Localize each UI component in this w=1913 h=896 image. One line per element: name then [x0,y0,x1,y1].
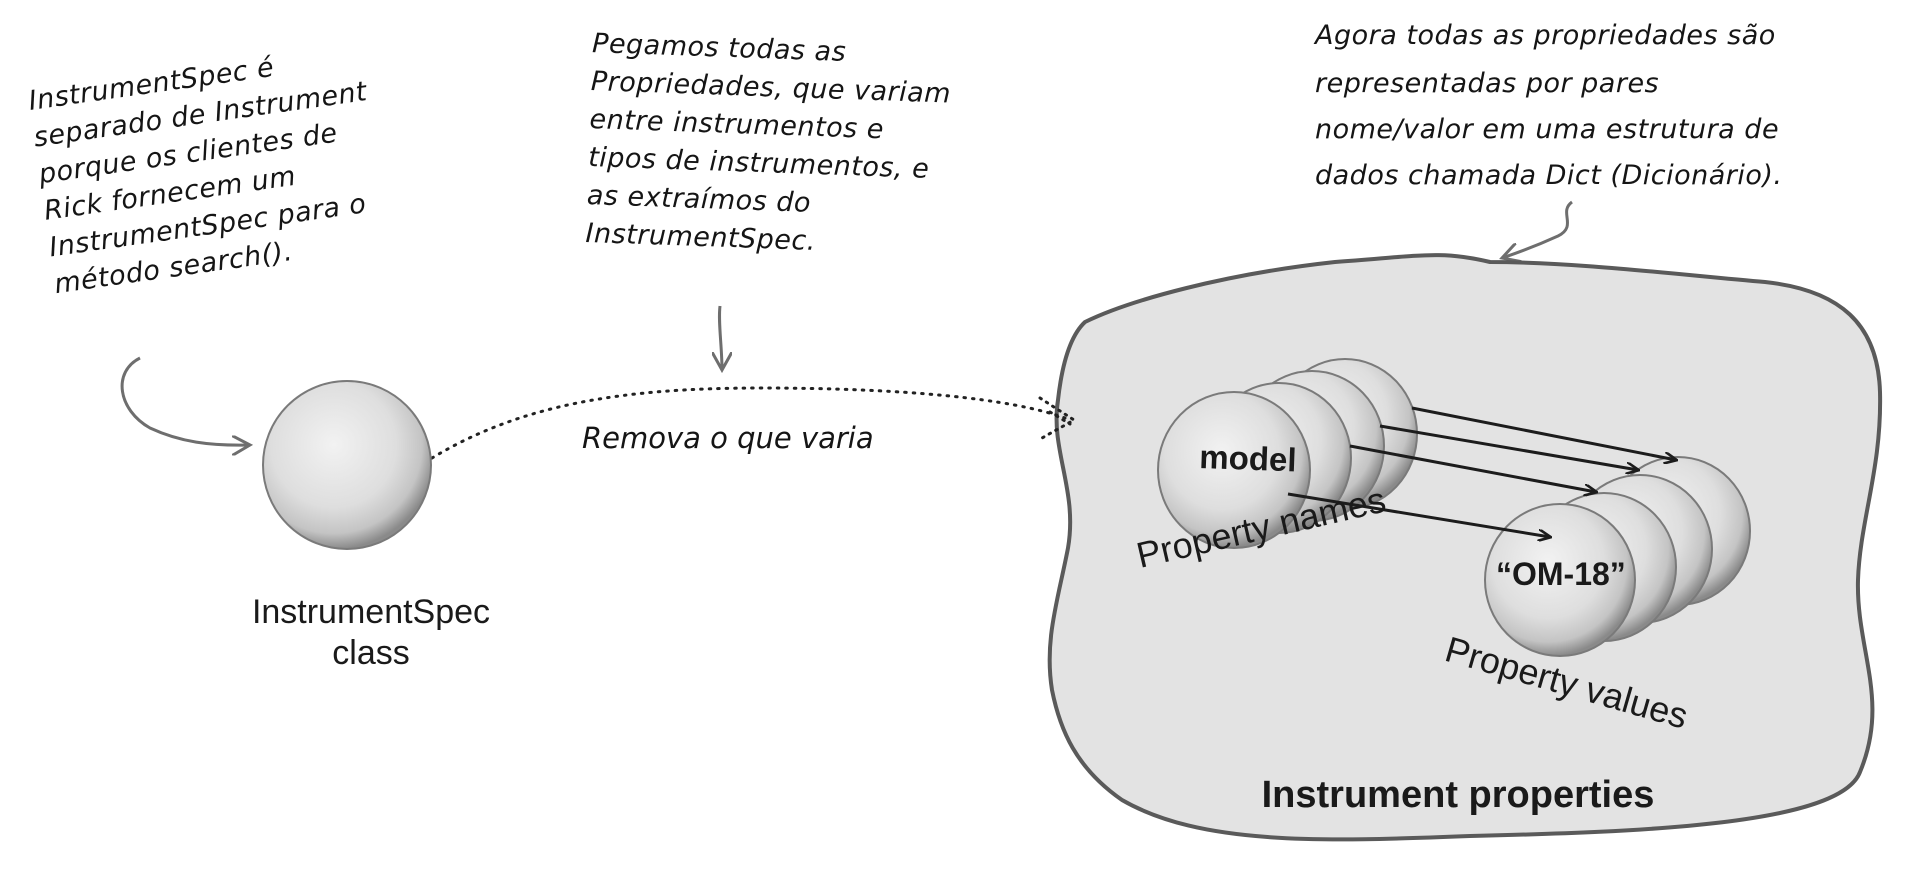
pointer-arrow-left [120,356,250,445]
note-left: InstrumentSpec é separado de Instrument … [27,52,370,300]
note-middle-line-1: Pegamos todas as [592,28,847,68]
pointer-arrow-middle [719,305,722,370]
property-value-sphere-1 [1484,503,1636,657]
name-value-mapping-arrows [1287,406,1676,537]
flow-dotted-arrowhead [1038,396,1077,440]
flow-label: Remova o que varia [582,421,874,455]
mapping-arrow-1 [1411,406,1676,460]
note-right: Agora todas as propriedades são represen… [1313,20,1783,191]
blob-title: Instrument properties [1262,774,1655,816]
pointer-arrow-right [1502,200,1574,258]
note-middle-line-2: Propriedades, que variam [590,66,951,110]
note-middle: Pegamos todas as Propriedades, que varia… [585,28,952,257]
property-value-om18: “OM-18” [1496,556,1626,592]
mapping-arrow-4 [1287,492,1550,537]
property-name-model: model [1199,438,1297,478]
note-middle-line-4: tipos de instrumentos, e [588,142,930,185]
note-right-line-4: dados chamada Dict (Dicionário). [1315,160,1783,191]
instrument-spec-caption-line-2: class [332,634,409,672]
note-right-line-2: representadas por pares [1315,68,1659,99]
property-values-stack: “OM-18” [1484,456,1751,657]
mapping-arrow-2 [1379,424,1638,470]
note-middle-line-6: InstrumentSpec. [585,218,816,257]
flow-dotted-line [430,386,1067,460]
property-name-sphere-1 [1157,391,1311,549]
note-right-line-3: nome/valor em uma estrutura de [1315,114,1779,145]
instrument-spec-sphere [262,380,432,550]
property-names-stack: model [1157,358,1418,549]
note-middle-line-5: as extraímos do [586,180,811,219]
note-middle-line-3: entre instrumentos e [589,104,884,145]
mapping-arrow-3 [1349,444,1596,492]
note-right-line-1: Agora todas as propriedades são [1313,20,1776,51]
instrument-spec-caption-line-1: InstrumentSpec [252,593,490,631]
